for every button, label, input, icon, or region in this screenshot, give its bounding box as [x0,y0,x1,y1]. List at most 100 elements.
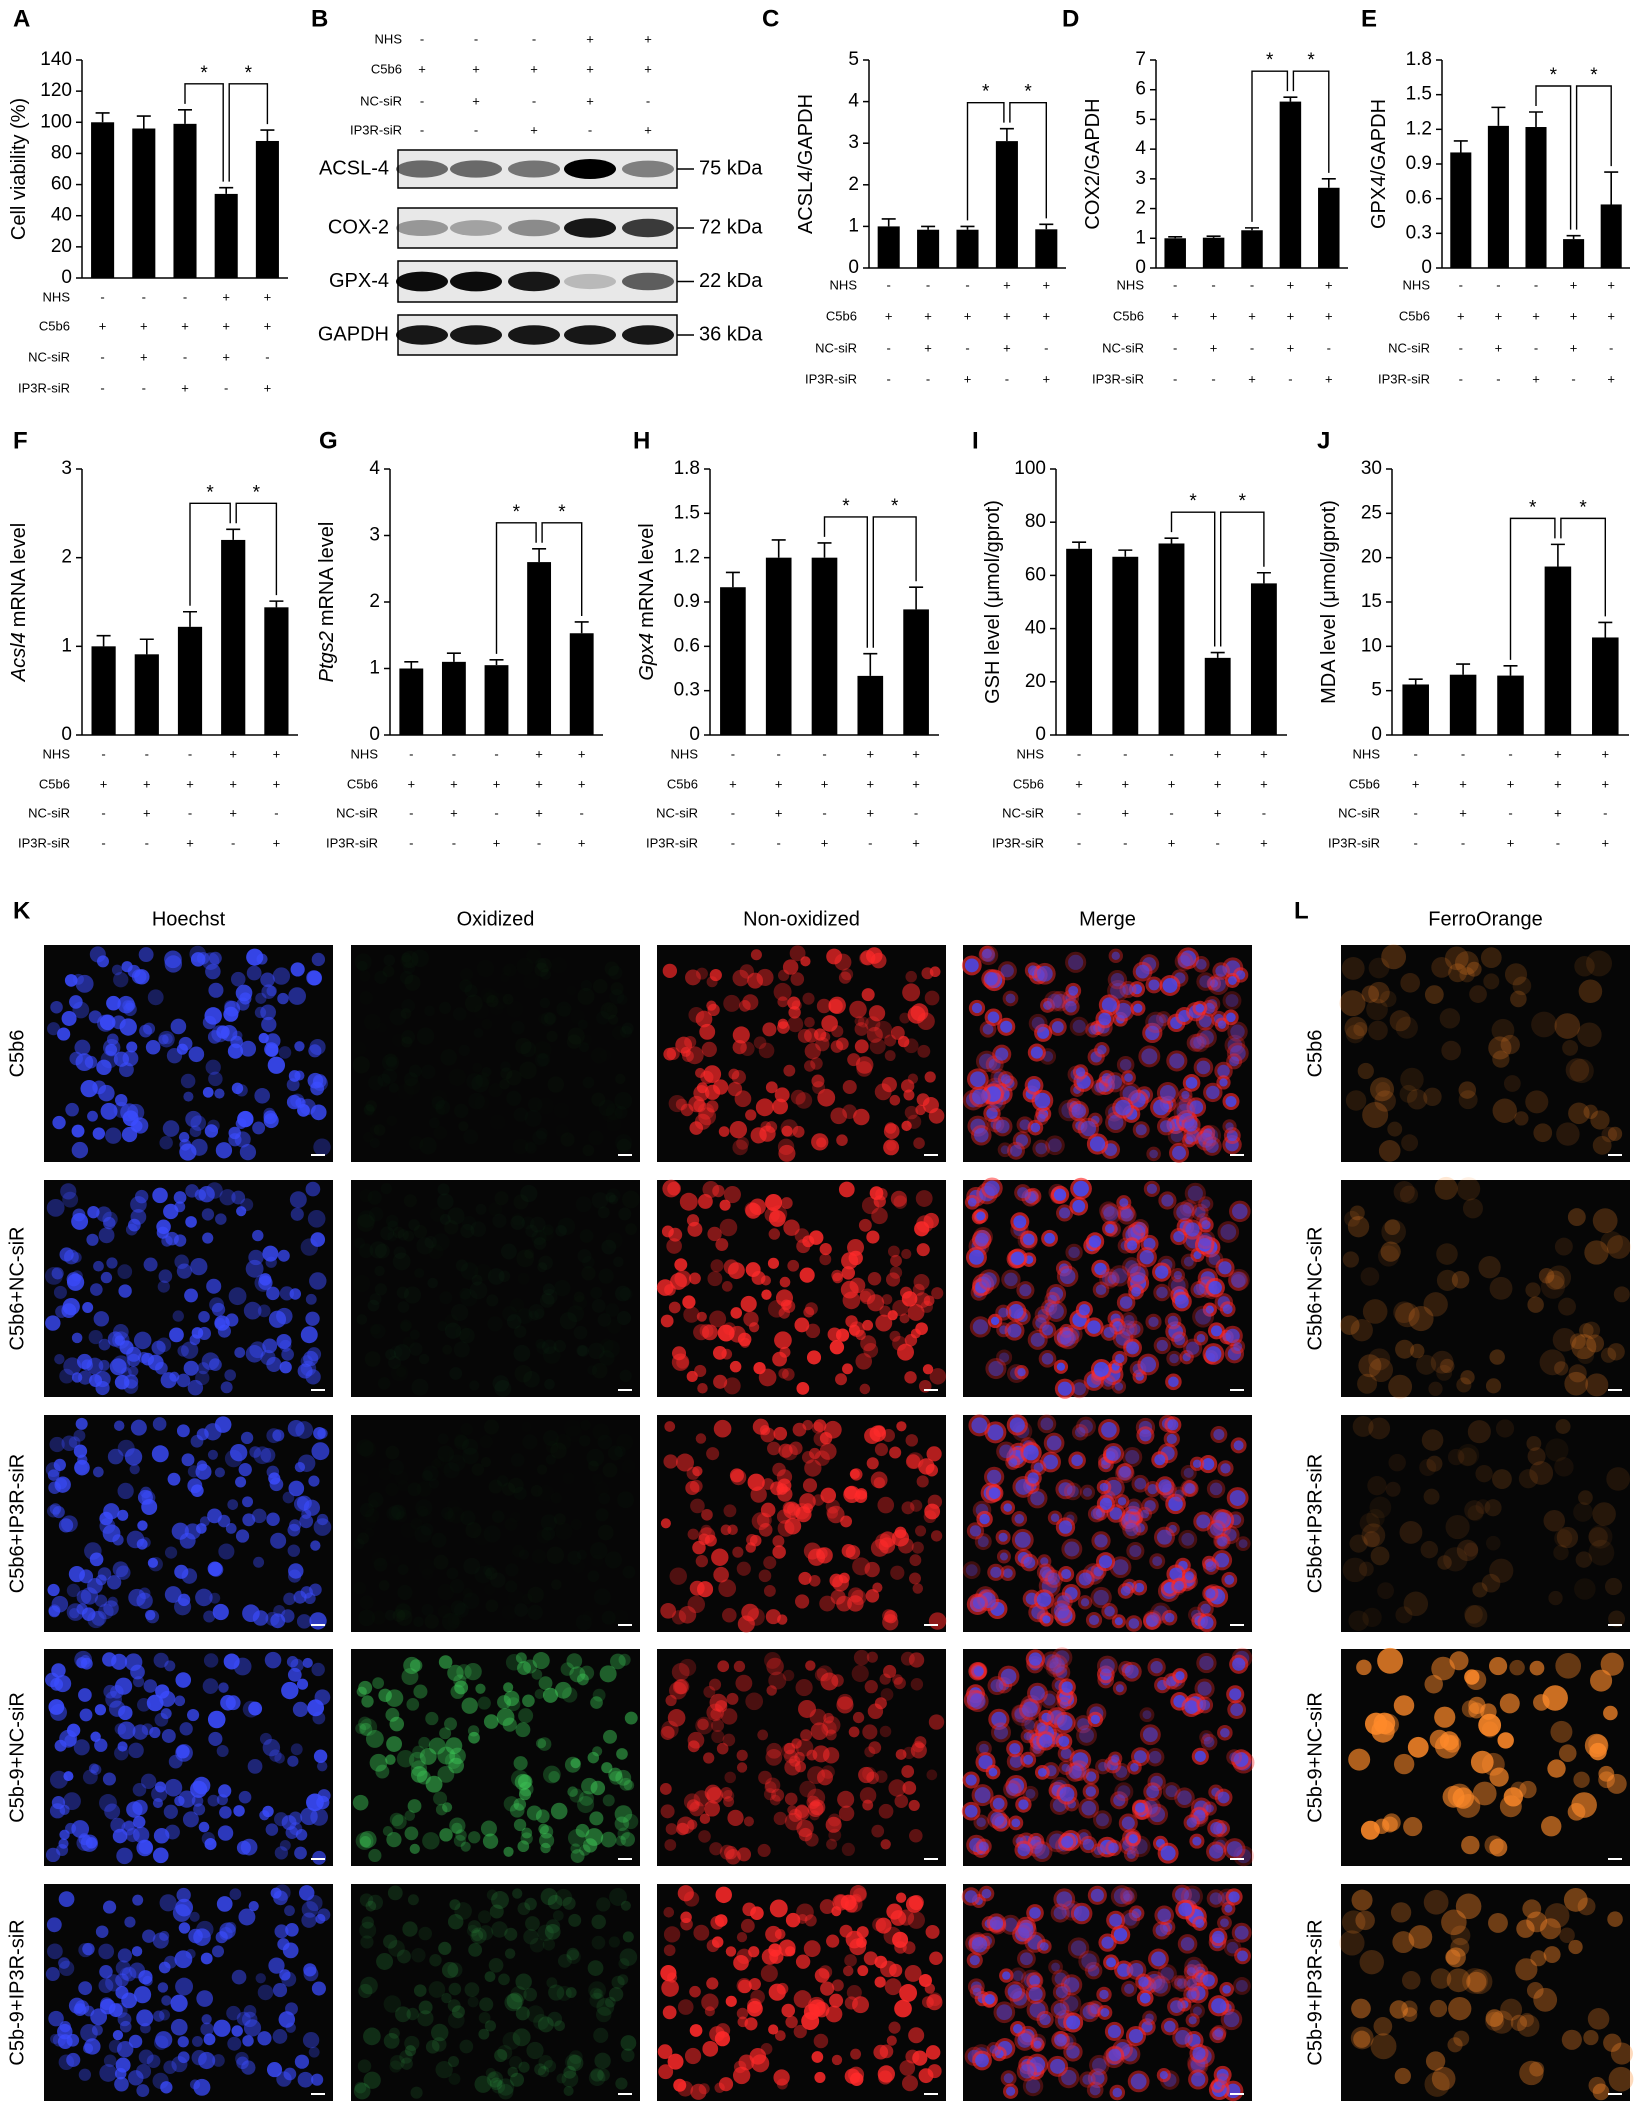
cell-signal [1237,1950,1248,1962]
condition-label: C5b6 [371,61,402,76]
cell-signal [124,1916,136,1928]
y-tick-label: 0 [1421,257,1432,278]
cell-signal [838,1805,855,1822]
micrograph [963,1180,1252,1397]
cell-signal [1168,1496,1183,1512]
cell-signal [761,1289,772,1300]
condition-sign: - [646,93,650,108]
cell-signal [533,2014,549,2030]
cell-signal [448,1069,466,1087]
cell-signal [1039,1734,1053,1748]
cell-signal [842,1104,857,1119]
panel-label: B [311,5,328,32]
condition-sign: + [264,318,272,333]
cell-signal [1205,1346,1222,1362]
cell-signal [736,1561,751,1576]
cell-signal [902,1781,917,1795]
cell-signal [889,1094,901,1106]
significance-bracket [495,522,537,654]
cell-signal [1226,1841,1243,1857]
cell-signal [597,1435,612,1450]
cell-signal [236,1840,251,1855]
cell-signal [881,1077,897,1093]
cell-signal [537,1464,547,1474]
cell-signal [1145,1011,1167,1034]
cell-signal [421,1604,433,1616]
cell-signal [781,1125,793,1137]
cell-signal [989,2045,999,2054]
cell-signal [480,1435,493,1448]
cell-signal [511,1021,525,1035]
cell-signal [586,1449,604,1467]
condition-label: NC-siR [28,349,70,364]
bar [1035,229,1058,268]
condition-sign: - [1262,805,1266,820]
cell-signal [924,1503,941,1520]
cell-signal [995,1119,1010,1134]
cell-signal [354,1538,365,1549]
cell-signal [111,1653,128,1670]
cell-signal [204,1838,217,1851]
cell-signal [52,2033,67,2047]
condition-sign: + [1168,776,1176,791]
blot-band [508,219,560,237]
condition-sign: + [181,318,189,333]
cell-signal [84,1542,102,1560]
cell-signal [1197,1238,1212,1252]
cell-signal [474,1095,489,1110]
condition-sign: + [140,349,148,364]
cell-signal [229,1443,248,1462]
cell-signal [1164,1612,1175,1623]
condition-sign: - [1169,805,1173,820]
cell-signal [683,1306,700,1323]
condition-sign: - [142,380,146,395]
cell-signal [439,1828,453,1842]
cell-signal [1028,1013,1048,1033]
cell-signal [441,1992,452,2004]
cell-signal [1134,1582,1145,1593]
cell-signal [287,1419,305,1437]
cell-signal [1090,1051,1102,1063]
cell-signal [120,1367,132,1378]
cell-signal [1145,1313,1162,1330]
cell-signal [397,1286,409,1298]
condition-sign: - [1459,340,1463,355]
cell-signal [359,1189,372,1202]
cell-signal [725,1946,737,1957]
cell-signal [536,1529,551,1544]
cell-signal [118,1705,133,1721]
cell-signal [667,1709,686,1727]
group-label: C5b-9+NC-siR [6,1692,28,1823]
cell-signal [1360,1267,1380,1286]
cell-signal [353,1275,370,1292]
cell-signal [813,1419,827,1433]
cell-signal [1215,965,1227,977]
cell-signal [828,996,846,1014]
cell-signal [178,1790,196,1808]
cell-signal [66,1583,81,1598]
cell-signal [744,1202,759,1217]
panel-label: L [1294,897,1309,924]
y-axis-label: Cell viability (%) [8,98,30,240]
error-bar [1039,223,1054,230]
cell-signal [1341,956,1365,980]
cell-signal [69,1607,80,1619]
cell-signal [1441,1040,1461,1061]
cell-signal [671,1610,687,1625]
y-tick-label: 0 [1035,724,1046,745]
cell-signal [1173,1100,1196,1123]
cell-signal [1090,1508,1102,1520]
cell-signal [878,2070,893,2085]
cell-signal [669,1567,688,1585]
cell-signal [431,1459,441,1469]
cell-signal [904,1334,918,1347]
bar [264,607,289,735]
cell-signal [272,1429,285,1442]
significance-bracket [1220,511,1265,647]
cell-signal [1135,1802,1146,1813]
cell-signal [1224,1904,1233,1913]
cell-signal [1068,985,1079,996]
cell-signal [695,1067,706,1079]
cell-signal [505,1563,519,1577]
cell-signal [825,1729,837,1741]
